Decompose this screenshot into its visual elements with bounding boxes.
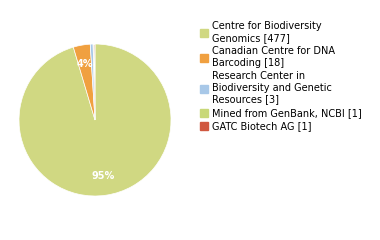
Legend: Centre for Biodiversity
Genomics [477], Canadian Centre for DNA
Barcoding [18], : Centre for Biodiversity Genomics [477], … bbox=[199, 20, 363, 132]
Wedge shape bbox=[93, 44, 95, 120]
Wedge shape bbox=[19, 44, 171, 196]
Wedge shape bbox=[90, 44, 95, 120]
Wedge shape bbox=[73, 44, 95, 120]
Text: 95%: 95% bbox=[92, 171, 115, 181]
Wedge shape bbox=[94, 44, 95, 120]
Text: 4%: 4% bbox=[77, 59, 93, 69]
